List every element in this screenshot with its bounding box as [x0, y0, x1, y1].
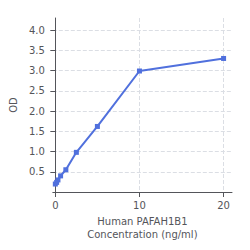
- svg-text:1.5: 1.5: [29, 126, 45, 137]
- svg-text:2.5: 2.5: [29, 85, 45, 96]
- svg-text:3.0: 3.0: [29, 65, 45, 76]
- svg-text:3.5: 3.5: [29, 45, 45, 56]
- svg-text:0: 0: [52, 200, 58, 211]
- svg-text:10: 10: [133, 200, 146, 211]
- svg-text:4.0: 4.0: [29, 25, 45, 36]
- svg-text:0.5: 0.5: [29, 166, 45, 177]
- svg-text:20: 20: [217, 200, 230, 211]
- svg-text:1.0: 1.0: [29, 146, 45, 157]
- svg-text:2.0: 2.0: [29, 106, 45, 117]
- svg-text:OD: OD: [8, 97, 19, 113]
- svg-text:Human PAFAH1B1: Human PAFAH1B1: [97, 216, 187, 227]
- svg-text:Concentration (ng/ml): Concentration (ng/ml): [87, 229, 197, 240]
